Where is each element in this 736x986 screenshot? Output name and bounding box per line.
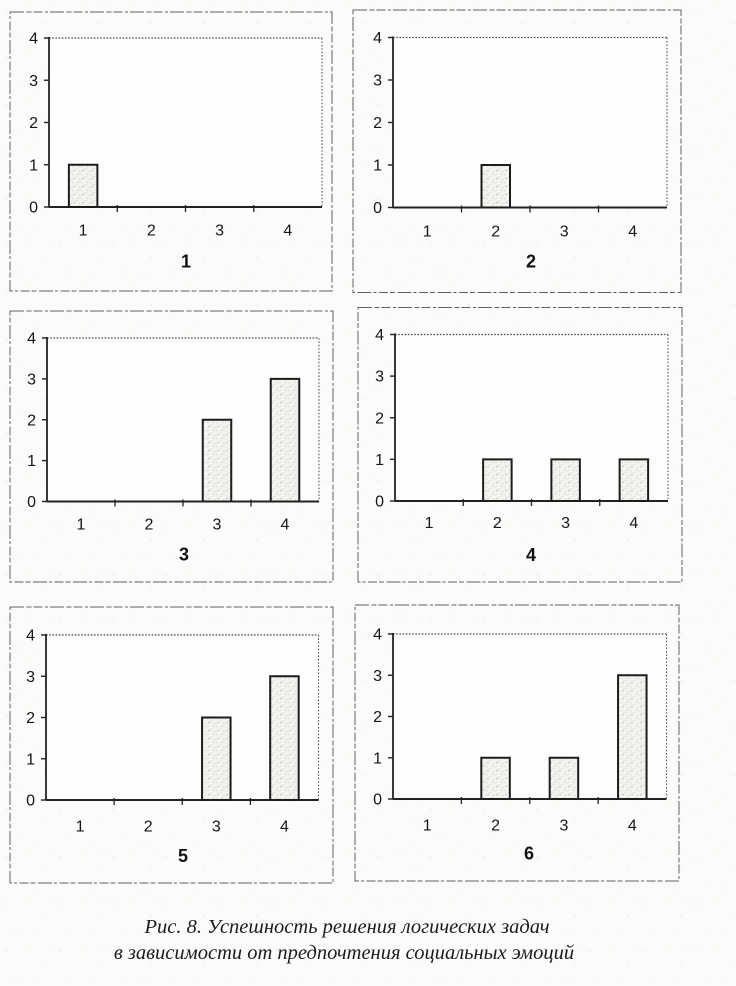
- svg-text:1: 1: [76, 819, 85, 836]
- svg-text:1: 1: [29, 157, 38, 174]
- svg-text:2: 2: [147, 223, 156, 240]
- svg-text:4: 4: [26, 628, 35, 645]
- svg-text:2: 2: [26, 710, 35, 727]
- svg-text:2: 2: [491, 818, 500, 835]
- svg-text:3: 3: [27, 371, 36, 388]
- svg-text:2: 2: [27, 412, 36, 429]
- svg-text:3: 3: [26, 669, 35, 686]
- svg-text:2: 2: [375, 410, 384, 427]
- svg-text:4: 4: [628, 224, 637, 241]
- svg-text:3: 3: [215, 223, 224, 240]
- svg-text:1: 1: [423, 224, 432, 241]
- svg-text:5: 5: [178, 846, 188, 866]
- svg-text:0: 0: [373, 792, 382, 809]
- svg-text:6: 6: [524, 844, 534, 864]
- svg-text:1: 1: [181, 252, 191, 272]
- svg-text:0: 0: [373, 200, 382, 217]
- svg-text:2: 2: [526, 252, 536, 272]
- svg-text:3: 3: [560, 224, 569, 241]
- svg-text:0: 0: [27, 494, 36, 511]
- svg-text:2: 2: [373, 709, 382, 726]
- svg-text:4: 4: [628, 818, 637, 835]
- svg-text:4: 4: [27, 331, 36, 348]
- svg-text:4: 4: [526, 545, 536, 565]
- svg-text:2: 2: [491, 224, 500, 241]
- svg-text:4: 4: [373, 627, 382, 644]
- svg-text:1: 1: [373, 750, 382, 767]
- svg-text:4: 4: [29, 31, 38, 48]
- svg-text:2: 2: [29, 115, 38, 132]
- svg-text:2: 2: [145, 517, 154, 534]
- svg-text:Рис. 8. Успешность решения лог: Рис. 8. Успешность решения логических за…: [144, 916, 550, 938]
- svg-text:1: 1: [425, 515, 434, 532]
- svg-text:1: 1: [77, 517, 86, 534]
- svg-text:3: 3: [559, 818, 568, 835]
- svg-text:1: 1: [26, 751, 35, 768]
- svg-text:2: 2: [493, 515, 502, 532]
- svg-text:3: 3: [373, 73, 382, 90]
- svg-text:0: 0: [26, 793, 35, 810]
- svg-text:1: 1: [375, 452, 384, 469]
- svg-text:0: 0: [375, 494, 384, 511]
- svg-text:4: 4: [280, 819, 289, 836]
- svg-text:3: 3: [375, 369, 384, 386]
- svg-text:1: 1: [373, 158, 382, 175]
- svg-text:3: 3: [213, 517, 222, 534]
- svg-text:4: 4: [629, 515, 638, 532]
- svg-text:4: 4: [375, 327, 384, 344]
- svg-text:1: 1: [27, 453, 36, 470]
- svg-text:4: 4: [283, 223, 292, 240]
- svg-text:3: 3: [212, 819, 221, 836]
- svg-text:в зависимости от предпочтения: в зависимости от предпочтения социальных…: [114, 942, 575, 964]
- svg-text:4: 4: [373, 30, 382, 47]
- svg-text:3: 3: [179, 545, 189, 565]
- svg-text:4: 4: [281, 517, 290, 534]
- svg-text:3: 3: [29, 73, 38, 90]
- svg-text:3: 3: [373, 668, 382, 685]
- svg-text:2: 2: [144, 819, 153, 836]
- svg-text:1: 1: [79, 223, 88, 240]
- svg-text:2: 2: [373, 115, 382, 132]
- svg-text:3: 3: [561, 515, 570, 532]
- svg-text:0: 0: [29, 200, 38, 217]
- svg-text:1: 1: [423, 818, 432, 835]
